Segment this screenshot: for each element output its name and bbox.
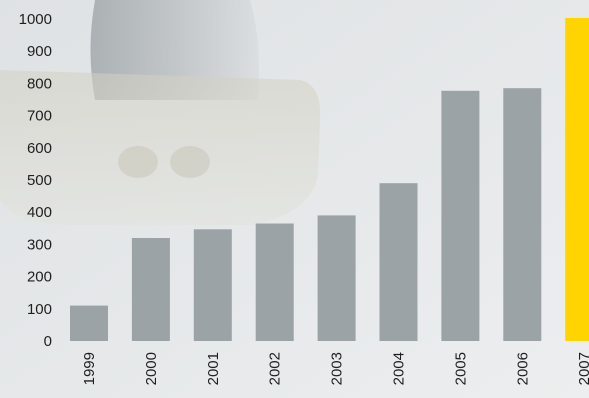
x-tick-label: 2005 bbox=[452, 352, 469, 385]
y-tick-label: 500 bbox=[27, 172, 52, 189]
bar-2000 bbox=[131, 238, 170, 341]
y-tick-label: 900 bbox=[27, 43, 52, 60]
y-tick-label: 300 bbox=[27, 236, 52, 253]
x-tick-label: 2004 bbox=[391, 352, 408, 385]
bar-1999 bbox=[70, 305, 108, 341]
bar-2001 bbox=[193, 229, 232, 341]
y-tick-label: 1000 bbox=[19, 11, 52, 28]
y-tick-label: 100 bbox=[27, 301, 52, 318]
bars-group bbox=[70, 18, 589, 341]
y-tick-label: 0 bbox=[44, 333, 52, 350]
bar-2006 bbox=[503, 88, 542, 341]
x-tick-label: 2003 bbox=[329, 352, 346, 385]
bar-2004 bbox=[379, 183, 418, 341]
y-tick-label: 800 bbox=[27, 75, 52, 92]
x-tick-label: 2002 bbox=[267, 352, 284, 385]
bar-2003 bbox=[317, 215, 356, 341]
y-tick-label: 700 bbox=[27, 108, 52, 125]
y-tick-label: 200 bbox=[27, 269, 52, 286]
y-tick-label: 400 bbox=[27, 204, 52, 221]
bar-2002 bbox=[255, 223, 294, 341]
x-tick-label: 2001 bbox=[205, 352, 222, 385]
bar-2005 bbox=[441, 90, 480, 341]
x-axis-ticks: 1999 2000 2001 2002 2003 2004 2005 2006 2007 bbox=[81, 352, 589, 385]
y-tick-label: 600 bbox=[27, 140, 52, 157]
x-tick-label: 2000 bbox=[143, 352, 160, 385]
bar-2007 bbox=[565, 18, 589, 341]
x-tick-label: 1999 bbox=[81, 352, 98, 385]
x-tick-label: 2006 bbox=[514, 352, 531, 385]
y-axis-ticks: 0 100 200 300 400 500 600 700 800 900 1000 bbox=[19, 11, 52, 350]
x-tick-label: 2007 bbox=[576, 352, 589, 385]
